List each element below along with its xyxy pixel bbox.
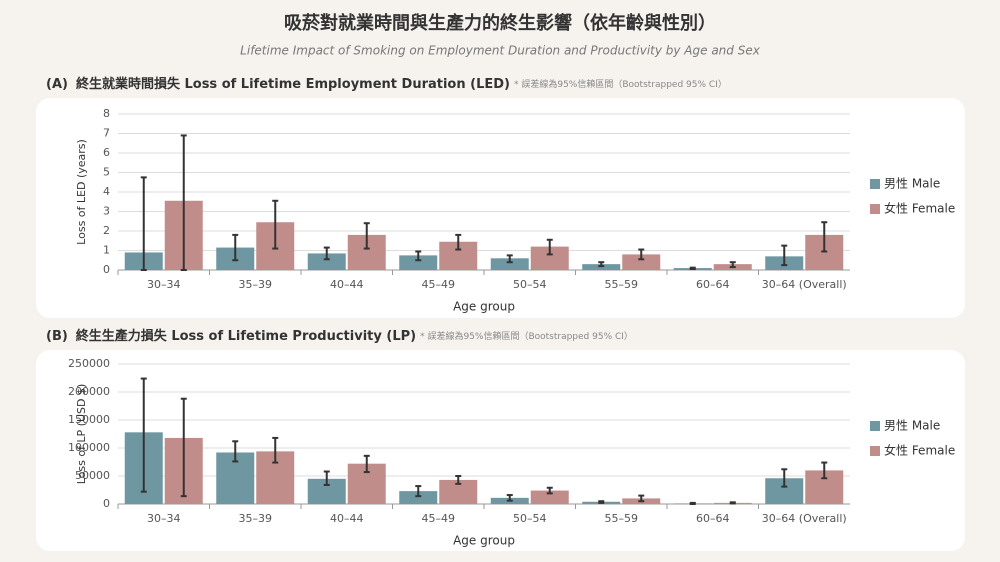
panel-title: 終生就業時間損失 Loss of Lifetime Employment Dur… — [76, 76, 510, 92]
error-bar — [598, 261, 605, 268]
x-tick-label: 55–59 — [605, 512, 639, 525]
error-bar — [781, 244, 788, 267]
x-tick-label: 50–54 — [513, 278, 547, 291]
y-tick-label: 200000 — [68, 385, 110, 398]
y-tick-label: 0 — [103, 497, 110, 510]
legend-swatch — [870, 421, 880, 431]
panel-header: (B) 終生生產力損失 Loss of Lifetime Productivity… — [46, 328, 633, 344]
error-bar — [272, 436, 279, 464]
bar — [622, 254, 661, 270]
legend-label: 男性 Male — [884, 419, 940, 433]
x-tick-label: 30–64 (Overall) — [762, 278, 847, 291]
error-bar — [180, 134, 187, 271]
x-tick-label: 45–49 — [422, 512, 456, 525]
x-tick-label: 60–64 — [696, 278, 730, 291]
panel-label: (A) — [46, 77, 68, 92]
legend-swatch — [870, 446, 880, 456]
x-tick-label: 30–34 — [147, 278, 181, 291]
bar — [530, 490, 569, 504]
panel-note: * 誤差線為95%信賴區間（Bootstrapped 95% CI） — [514, 78, 727, 90]
y-tick-label: 8 — [103, 107, 110, 120]
x-axis-label: Age group — [453, 300, 515, 314]
y-tick-label: 4 — [103, 185, 110, 198]
error-bar — [323, 246, 330, 261]
y-tick-label: 6 — [103, 146, 110, 159]
error-bar — [180, 397, 187, 498]
error-bar — [323, 470, 330, 486]
error-bar — [821, 461, 828, 480]
error-bar — [689, 501, 696, 505]
error-bar — [232, 233, 239, 262]
error-bar — [729, 261, 736, 269]
error-bar — [729, 501, 736, 505]
error-bar — [689, 266, 696, 271]
legend-label: 女性 Female — [884, 443, 955, 458]
x-tick-label: 45–49 — [422, 278, 456, 291]
bar — [530, 246, 569, 270]
bar — [307, 253, 346, 270]
error-bar — [506, 254, 513, 264]
panel-label: (B) — [46, 329, 68, 344]
error-bar — [781, 468, 788, 488]
y-tick-label: 2 — [103, 224, 110, 237]
panel-header: (A) 終生就業時間損失 Loss of Lifetime Employment … — [46, 76, 727, 92]
y-tick-label: 7 — [103, 127, 110, 140]
legend-label: 男性 Male — [884, 177, 940, 191]
error-bar — [363, 222, 370, 250]
x-tick-label: 30–34 — [147, 512, 181, 525]
y-tick-label: 3 — [103, 205, 110, 218]
error-bar — [546, 238, 553, 256]
x-tick-label: 50–54 — [513, 512, 547, 525]
error-bar — [638, 494, 645, 503]
x-tick-label: 35–39 — [239, 278, 273, 291]
bar — [399, 255, 438, 270]
y-tick-label: 250000 — [68, 357, 110, 370]
error-bar — [638, 248, 645, 261]
error-bar — [140, 377, 147, 493]
y-axis-label: Loss of LED (years) — [75, 139, 88, 245]
page-subtitle: Lifetime Impact of Smoking on Employment… — [240, 44, 761, 58]
y-tick-label: 150000 — [68, 413, 110, 426]
x-tick-label: 60–64 — [696, 512, 730, 525]
y-tick-label: 1 — [103, 244, 110, 257]
legend-label: 女性 Female — [884, 201, 955, 216]
error-bar — [415, 250, 422, 262]
bar — [399, 491, 438, 504]
page-title: 吸菸對就業時間與生產力的終生影響（依年齡與性別） — [284, 12, 716, 34]
error-bar — [506, 494, 513, 502]
y-tick-label: 50000 — [75, 469, 110, 482]
error-bar — [232, 440, 239, 463]
x-tick-label: 40–44 — [330, 278, 364, 291]
error-bar — [598, 500, 605, 504]
x-tick-label: 40–44 — [330, 512, 364, 525]
error-bar — [546, 486, 553, 495]
error-bar — [272, 199, 279, 250]
panel-title: 終生生產力損失 Loss of Lifetime Productivity (L… — [76, 328, 416, 344]
y-axis-label: Loss of LP (USD $) — [75, 384, 88, 485]
y-tick-label: 5 — [103, 166, 110, 179]
y-tick-label: 0 — [103, 263, 110, 276]
error-bar — [415, 485, 422, 498]
error-bar — [821, 221, 828, 253]
x-tick-label: 35–39 — [239, 512, 273, 525]
panel-note: * 誤差線為95%信賴區間（Bootstrapped 95% CI） — [420, 330, 633, 342]
y-tick-label: 100000 — [68, 441, 110, 454]
error-bar — [455, 233, 462, 251]
legend-swatch — [870, 204, 880, 214]
x-tick-label: 55–59 — [605, 278, 639, 291]
x-tick-label: 30–64 (Overall) — [762, 512, 847, 525]
bar — [490, 258, 529, 270]
error-bar — [455, 475, 462, 485]
x-axis-label: Age group — [453, 534, 515, 548]
error-bar — [140, 176, 147, 271]
error-bar — [363, 454, 370, 474]
legend-swatch — [870, 179, 880, 189]
